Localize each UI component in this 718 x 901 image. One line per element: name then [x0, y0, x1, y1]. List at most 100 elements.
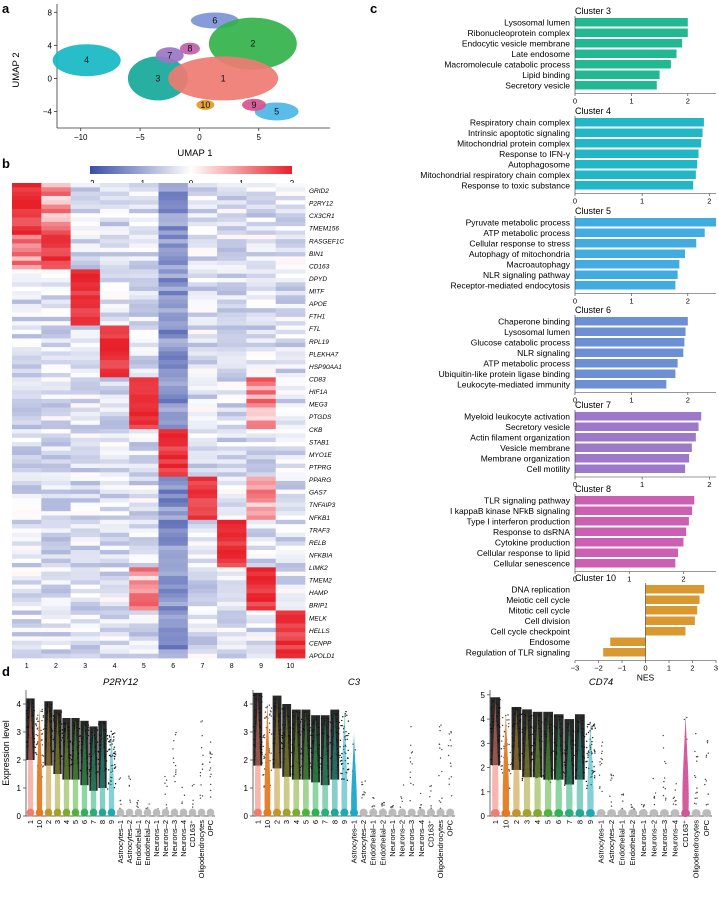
- bar-x-tick-label: 1: [629, 396, 633, 405]
- heatmap-cell: [275, 312, 306, 318]
- heatmap-cell: [158, 403, 189, 408]
- heatmap-cell: [129, 437, 159, 443]
- heatmap-cell: [187, 511, 218, 516]
- heatmap-cell: [158, 273, 189, 279]
- heatmap-cell: [70, 234, 101, 240]
- heatmap-cell: [158, 455, 189, 460]
- violin-base: [417, 808, 426, 817]
- heatmap-cell: [158, 239, 189, 244]
- heatmap-cell: [275, 489, 306, 495]
- heatmap-cell: [129, 325, 159, 331]
- heatmap-cell: [217, 265, 247, 270]
- violin-point: [201, 795, 204, 797]
- violin-base: [71, 808, 80, 817]
- heatmap-cell: [275, 541, 306, 547]
- bar: [575, 228, 705, 237]
- heatmap-cell: [129, 321, 159, 326]
- violin-y-tick-label: 1: [244, 784, 249, 793]
- violin-point: [36, 718, 38, 721]
- violin-point: [264, 711, 267, 713]
- violin-point: [509, 751, 511, 754]
- violin-point: [409, 776, 412, 779]
- heatmap-cell: [217, 442, 247, 447]
- heatmap-cell: [275, 437, 306, 443]
- heatmap-cell: [158, 338, 189, 344]
- violin-point: [663, 777, 666, 779]
- heatmap-cell: [158, 282, 189, 288]
- heatmap-cell: [187, 550, 218, 555]
- heatmap-cell: [41, 502, 71, 508]
- heatmap-cell: [275, 524, 306, 529]
- heatmap-cell: [41, 575, 71, 581]
- heatmap-cell: [275, 640, 306, 646]
- heatmap-cell: [187, 351, 218, 357]
- heatmap-cell: [99, 368, 130, 374]
- heatmap-cell: [158, 329, 189, 335]
- bar-category-label: Vesicle membrane: [500, 443, 570, 453]
- violin-base: [564, 809, 574, 818]
- heatmap-cell: [99, 588, 130, 594]
- violin-point: [109, 744, 111, 746]
- violin-category-label: Oligodendrocytes: [692, 820, 701, 879]
- violin-base: [62, 808, 71, 817]
- violin-point: [501, 740, 503, 742]
- heatmap-cell: [99, 226, 130, 231]
- heatmap-cell: [129, 368, 159, 374]
- violin-point: [210, 783, 212, 786]
- heatmap-cell: [12, 450, 42, 456]
- violin-base: [596, 809, 606, 818]
- violin-category-label: 10: [35, 820, 44, 828]
- heatmap-cell: [275, 606, 306, 611]
- heatmap-cell: [70, 485, 101, 490]
- violin-point: [500, 768, 503, 771]
- heatmap-cell: [41, 584, 71, 590]
- violin-point: [112, 740, 114, 742]
- violin-point: [662, 794, 665, 797]
- heatmap-cell: [41, 498, 71, 503]
- heatmap-cell: [41, 373, 71, 378]
- violin-category-label: Neurons–4: [671, 820, 680, 857]
- heatmap-cell: [187, 200, 218, 205]
- heatmap-cell: [129, 385, 159, 391]
- violin-point: [674, 789, 677, 791]
- heatmap-cell: [12, 636, 42, 642]
- violin-point: [345, 735, 347, 737]
- violin-point: [587, 756, 589, 759]
- violin-point: [500, 765, 502, 767]
- violin-point: [209, 775, 211, 778]
- violin-point: [704, 778, 707, 781]
- bar: [575, 538, 684, 547]
- violin-point: [270, 769, 273, 771]
- bar-x-tick-label: 0: [573, 97, 577, 106]
- heatmap-cell: [187, 636, 218, 642]
- heatmap-gene-label: RELB: [309, 540, 327, 547]
- violin-point: [175, 769, 177, 771]
- heatmap-cell: [246, 385, 277, 391]
- violin-point: [372, 796, 374, 799]
- heatmap-cell: [129, 554, 159, 560]
- heatmap-cell: [187, 355, 218, 361]
- heatmap-cell: [70, 295, 101, 300]
- violin-base: [388, 808, 397, 817]
- bar: [575, 464, 686, 473]
- heatmap-cell: [217, 191, 247, 197]
- heatmap-cell: [99, 312, 130, 318]
- heatmap-cell: [12, 303, 42, 309]
- violin-point: [508, 719, 510, 721]
- heatmap-cell: [129, 653, 159, 659]
- heatmap-cell: [187, 217, 218, 223]
- heatmap-cell: [187, 429, 218, 434]
- violin-y-tick-label: 4: [17, 700, 22, 709]
- bar: [575, 548, 679, 557]
- violin-base: [638, 809, 648, 818]
- heatmap-cell: [217, 597, 247, 603]
- heatmap-cell: [70, 446, 101, 452]
- violin-category-label: Neurons–1: [388, 820, 397, 857]
- heatmap-cell: [12, 321, 42, 326]
- violin-base: [35, 808, 44, 817]
- heatmap-cell: [275, 351, 306, 357]
- bar-category-label: Late endosome: [511, 49, 570, 59]
- heatmap-cell: [99, 347, 130, 352]
- violin-point: [347, 757, 349, 760]
